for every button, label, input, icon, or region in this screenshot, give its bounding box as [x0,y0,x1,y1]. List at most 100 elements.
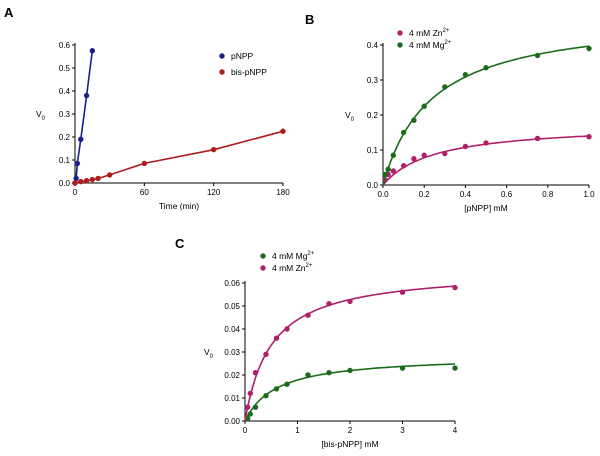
x-tick-label: 0 [73,188,78,197]
panel-letter: B [305,12,314,27]
chart-panel-c: C 0.00 0.01 0.02 0.03 0.04 0.05 0.06 0 1 2 3 4 [bis-p… [175,236,458,449]
data-point [273,335,280,341]
x-axis-label: [pNPP] mM [464,203,507,213]
data-point [390,168,396,174]
data-point [326,370,332,376]
legend-label-main: 4 mM Zn [409,28,443,38]
y-tick-label: 0.05 [224,302,240,311]
legend-label: bis-pNPP [231,67,267,77]
data-point [411,156,417,162]
x-tick-label: 3 [400,426,405,435]
legend-label-main: bis-pNPP [231,67,267,77]
data-point [89,48,96,54]
x-tick-label: 2 [348,426,353,435]
y-axis-label-main: V [36,109,42,119]
legend-label-superscript: 2+ [443,28,450,34]
legend-marker [397,42,403,48]
x-tick-label: 0.6 [501,190,513,199]
data-point [586,45,592,52]
data-point [263,393,269,399]
y-tick-label: 0.04 [224,325,240,334]
series-0: pNPP [72,48,254,186]
legend-marker [260,265,266,271]
y-tick-label: 0.3 [59,110,71,119]
legend-label: 4 mM Zn2+ [272,263,313,273]
y-tick-label: 0.2 [367,111,379,120]
data-point [78,178,84,185]
y-tick-label: 0.0 [367,181,379,190]
legend-label: 4 mM Mg2+ [272,251,315,261]
legend-label-main: 4 mM Mg [409,40,445,50]
x-tick-label: 60 [140,188,149,197]
panel-letter: C [175,236,185,251]
y-tick-label: 0.01 [224,394,240,403]
x-tick-label: 1.0 [583,190,595,199]
data-point [89,176,96,183]
x-tick-label: 120 [207,188,221,197]
data-point [442,84,448,90]
data-point [72,180,78,186]
data-point [305,372,311,378]
data-point [347,298,353,305]
x-tick-label: 0.0 [377,190,389,199]
series-fit-line [74,130,284,184]
chart-panel-b: B 0.0 0.1 0.2 0.3 0.4 0.0 0.2 0.4 0.6 0.8 1.0 [pNPP]… [305,12,595,213]
data-point [74,160,81,167]
data-point [421,103,427,109]
data-point [106,172,113,178]
data-point [462,72,469,78]
y-tick-label: 0.1 [59,156,71,165]
data-point [263,351,269,357]
data-point [534,135,541,142]
data-point [284,381,290,387]
data-point [95,175,101,182]
y-tick-label: 0.03 [224,348,240,357]
y-axis-label: V0 [345,110,355,123]
legend-marker [219,69,225,75]
legend-label-superscript: 2+ [307,251,314,257]
y-tick-label: 0.02 [224,371,240,380]
y-axis-label: V0 [36,109,46,122]
y-tick-label: 0.3 [367,76,379,85]
data-point [442,150,448,157]
data-point [247,411,253,417]
panel-letter: A [4,5,14,20]
legend-label: pNPP [231,51,254,61]
data-point [400,163,407,169]
data-point [382,171,388,178]
legend-label-main: 4 mM Mg [272,251,308,261]
data-point [141,160,148,167]
data-point [83,92,90,99]
legend-label-superscript: 2+ [444,40,451,46]
series-1: 4 mM Zn2+ [244,263,458,422]
legend-label-main: pNPP [231,51,254,61]
data-point [399,289,406,295]
x-axis-label: [bis-pNPP] mM [321,439,378,449]
data-point [452,284,458,291]
chart-panel-a: A 0.0 0.1 0.2 0.3 0.4 0.5 0.6 0 60 120 180 Time (min… [4,5,290,211]
data-point [534,52,541,59]
x-tick-label: 4 [453,426,458,435]
y-axis-label-subscript: 0 [42,116,46,122]
data-point [421,152,427,158]
legend-label-superscript: 2+ [306,263,313,269]
data-point [483,140,489,146]
x-tick-label: 0 [243,426,248,435]
y-axis-label-main: V [345,110,351,120]
legend-marker [397,30,403,36]
y-tick-label: 0.00 [224,417,240,426]
data-point [305,312,311,318]
legend-label: 4 mM Zn2+ [409,28,450,38]
data-point [73,175,79,182]
data-point [462,143,469,150]
data-point [78,136,84,142]
y-tick-label: 0.6 [59,41,71,50]
x-axis-label: Time (min) [159,201,199,211]
series-fit-line [244,285,456,422]
x-tick-label: 180 [276,188,290,197]
y-axis-label-subscript: 0 [210,354,214,360]
y-tick-label: 0.5 [59,64,71,73]
data-point [411,117,417,123]
y-tick-label: 0.2 [59,133,71,142]
